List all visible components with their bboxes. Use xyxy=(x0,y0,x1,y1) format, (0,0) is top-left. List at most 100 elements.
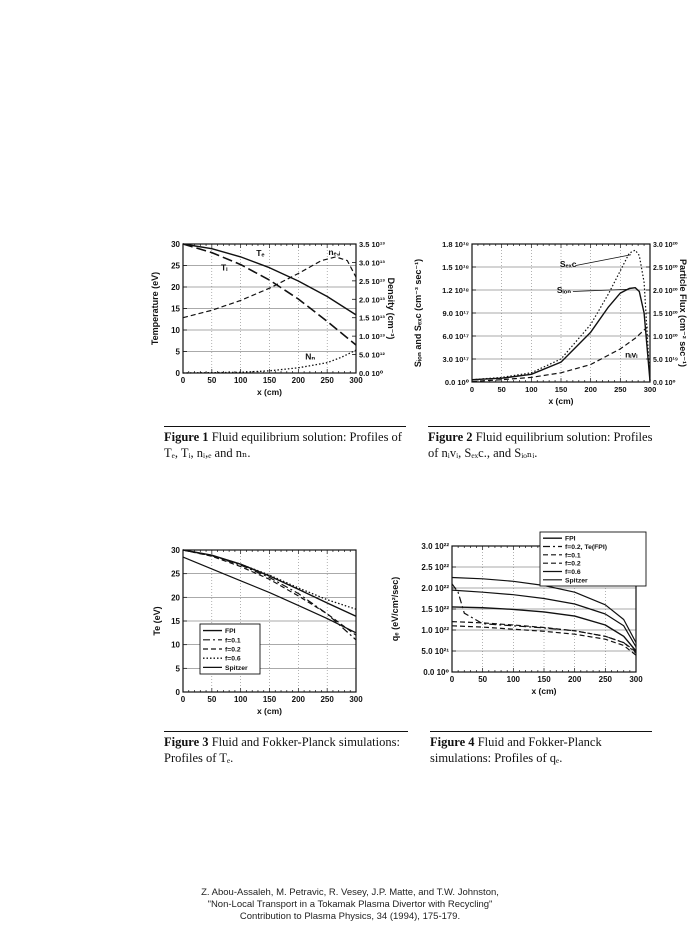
fig4-xtick-label-1: 50 xyxy=(478,675,487,684)
fig3-legend-label-2: f=0.2 xyxy=(225,647,241,654)
fig2-y2tick-label-5: 2.5 10²⁰ xyxy=(653,264,678,272)
figure-2: 0 50 100 150 200 250 300 0.0 10⁰ 3.0 10¹⁷ 6.0 10¹… xyxy=(412,232,692,417)
fig4-ytick-label-4: 2.0 10²² xyxy=(421,584,449,593)
fig1-ytick-label-5: 25 xyxy=(171,262,180,271)
fig4-legend-label-0: FPI xyxy=(565,536,576,543)
fig1-ytick-label-3: 15 xyxy=(171,305,180,314)
fig2-curve-label-1: Sᵢₒₙ xyxy=(557,285,571,295)
fig2-y2tick-label-2: 1.0 10²⁰ xyxy=(653,333,678,341)
fig3-xtick-label-6: 300 xyxy=(349,695,363,704)
fig4-ytick-label-1: 5.0 10²¹ xyxy=(421,647,449,656)
fig1-xtick-label-0: 0 xyxy=(181,376,186,385)
fig3-xtick-label-1: 50 xyxy=(207,695,216,704)
fig3-legend-box xyxy=(199,623,261,675)
fig2-arrow-sion xyxy=(572,288,630,292)
fig4-ytick-label-0: 0.0 10⁰ xyxy=(423,668,449,677)
figure-1: 0 50 100 150 200 250 300 0 5 10 15 20 25 30 0.0 10⁰ 5.0… xyxy=(150,232,400,412)
fig1-y2tick-label-1: 5.0 10¹² xyxy=(359,351,385,360)
fig1-xlabel: x (cm) xyxy=(257,387,282,397)
fig4-legend-label-3: f=0.2 xyxy=(565,561,581,568)
fig1-series-2-line xyxy=(182,256,357,319)
fig4-legend-label-5: Spitzer xyxy=(565,577,588,584)
fig3-xtick-label-5: 250 xyxy=(320,695,334,704)
fig2-ytick-label-4: 1.2 10¹⁸ xyxy=(442,286,469,295)
fig2-ytick-label-6: 1.8 10¹⁸ xyxy=(442,240,469,249)
fig1-y2tick-label-3: 1.5 10¹³ xyxy=(359,314,385,323)
fig3-ytick-label-0: 0 xyxy=(176,688,181,697)
fig2-arrow-sexc xyxy=(575,254,632,266)
fig2-series-0-line xyxy=(471,249,651,381)
figure-4-caption: Figure 4 Fluid and Fokker-Planck simulat… xyxy=(430,734,655,766)
fig4-series-2-line xyxy=(451,625,637,656)
fig2-y2label: Particle Flux (cm⁻² sec⁻¹) xyxy=(678,259,688,367)
fig3-legend-label-1: f=0.1 xyxy=(225,637,241,644)
fig3-legend-label-4: Spitzer xyxy=(225,665,248,672)
fig2-xtick-label-2: 100 xyxy=(525,385,538,394)
fig2-ytick-label-1: 3.0 10¹⁷ xyxy=(443,355,469,364)
fig3-series-1-line xyxy=(182,549,357,641)
fig4-xlabel: x (cm) xyxy=(531,686,556,696)
fig3-ytick-label-2: 10 xyxy=(171,641,180,650)
fig2-series-1-line xyxy=(471,287,651,382)
fig2-xtick-label-0: 0 xyxy=(470,385,474,394)
figure-1-chart: 0 50 100 150 200 250 300 0 5 10 15 20 25 30 0.0 10⁰ 5.0… xyxy=(150,240,396,397)
fig2-xtick-label-3: 150 xyxy=(555,385,568,394)
fig2-ytick-label-5: 1.5 10¹⁸ xyxy=(442,263,469,272)
fig2-curve-label-2: nᵢvᵢ xyxy=(625,349,637,359)
fig1-xtick-label-5: 250 xyxy=(320,376,334,385)
fig2-y2tick-label-3: 1.5 10²⁰ xyxy=(653,310,678,318)
figure-1-caption-text: Fluid equilibrium solution: Profiles of … xyxy=(164,430,402,460)
fig2-y2tick-label-1: 5.0 10¹⁹ xyxy=(653,357,678,364)
fig1-y2tick-label-7: 3.5 10¹³ xyxy=(359,240,385,249)
fig4-ytick-label-3: 1.5 10²² xyxy=(421,605,449,614)
fig4-xtick-label-6: 300 xyxy=(629,675,643,684)
citation-title: "Non-Local Transport in a Tokamak Plasma… xyxy=(207,899,493,910)
fig3-ytick-label-1: 5 xyxy=(176,664,181,673)
fig1-y2tick-label-0: 0.0 10⁰ xyxy=(359,369,383,378)
citation: Z. Abou-Assaleh, M. Petravic, R. Vesey, … xyxy=(0,887,700,923)
figure-3-caption: Figure 3 Fluid and Fokker-Planck simulat… xyxy=(164,734,409,766)
fig4-legend-label-4: f=0.6 xyxy=(565,569,581,576)
fig2-ytick-label-2: 6.0 10¹⁷ xyxy=(443,332,469,341)
fig3-legend-label-3: f=0.6 xyxy=(225,656,241,663)
fig1-y2tick-label-6: 3.0 10¹³ xyxy=(359,258,385,267)
fig2-xtick-label-4: 200 xyxy=(584,385,597,394)
fig3-ytick-label-6: 30 xyxy=(171,546,180,555)
fig1-ytick-label-2: 10 xyxy=(171,326,180,335)
figure-2-caption-rule xyxy=(428,426,650,427)
fig4-legend-box xyxy=(539,531,647,587)
fig1-curve-label-3: Nₙ xyxy=(305,352,315,362)
fig2-curve-label-0: Sₑₓc xyxy=(560,259,577,269)
fig4-xtick-label-5: 250 xyxy=(599,675,613,684)
fig4-legend-label-1: f=0.2, Te(FPI) xyxy=(565,544,607,551)
fig2-y2tick-label-6: 3.0 10²⁰ xyxy=(653,241,678,249)
fig1-ytick-label-0: 0 xyxy=(176,369,181,378)
fig1-y2tick-label-4: 2.0 10¹³ xyxy=(359,295,385,304)
fig1-xtick-label-1: 50 xyxy=(207,376,216,385)
fig1-y2tick-label-5: 2.5 10¹³ xyxy=(359,277,385,286)
figure-1-caption-rule xyxy=(164,426,406,427)
figure-2-caption-number: Figure 2 xyxy=(428,430,473,444)
figure-4-caption-number: Figure 4 xyxy=(430,735,475,749)
citation-journal: Contribution to Plasma Physics, 34 (1994… xyxy=(239,911,461,922)
fig3-xtick-label-4: 200 xyxy=(292,695,306,704)
fig1-ytick-label-6: 30 xyxy=(171,240,180,249)
fig4-xtick-label-4: 200 xyxy=(568,675,582,684)
figure-3-chart: 0 50 100 150 200 250 300 0 5 10 15 20 25 30 x (cm) Te (… xyxy=(152,546,363,716)
fig3-xtick-label-0: 0 xyxy=(181,695,186,704)
fig2-xlabel: x (cm) xyxy=(548,396,573,406)
fig1-xtick-label-4: 200 xyxy=(292,376,306,385)
fig4-ytick-label-5: 2.5 10²² xyxy=(421,563,449,572)
fig1-xtick-label-6: 300 xyxy=(349,376,363,385)
fig4-xtick-label-0: 0 xyxy=(450,675,455,684)
fig1-curve-label-0: Tₑ xyxy=(256,248,264,258)
fig1-ytick-label-4: 20 xyxy=(171,283,180,292)
figure-4-caption-text: Fluid and Fokker-Planck simulations: Pro… xyxy=(430,735,602,765)
figure-3-caption-text: Fluid and Fokker-Planck simulations: Pro… xyxy=(164,735,400,765)
fig1-series-1-line xyxy=(182,243,357,346)
fig2-y2tick-label-4: 2.0 10²⁰ xyxy=(653,287,678,295)
fig3-series-2-line xyxy=(182,549,357,636)
fig3-ytick-label-5: 25 xyxy=(171,570,180,579)
fig4-series-5-line xyxy=(451,576,637,643)
